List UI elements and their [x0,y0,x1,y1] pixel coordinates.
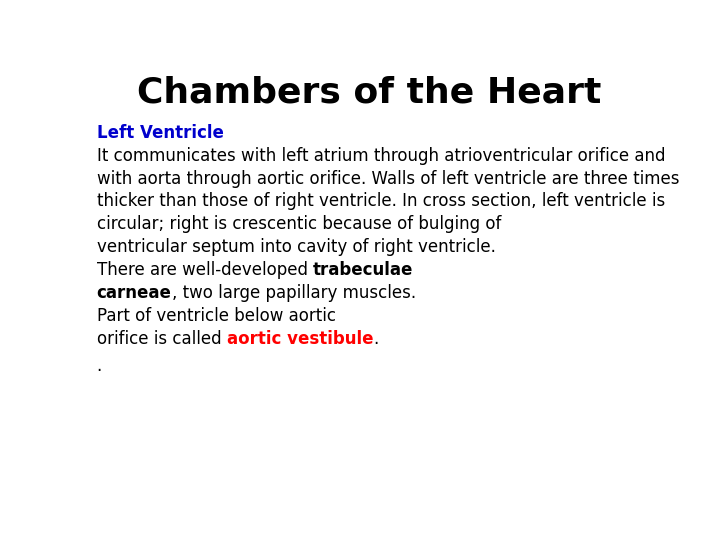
Text: circular; right is crescentic because of bulging of: circular; right is crescentic because of… [96,215,501,233]
Text: aortic vestibule: aortic vestibule [227,329,373,348]
Text: It communicates with left atrium through atrioventricular orifice and: It communicates with left atrium through… [96,147,665,165]
Text: with aorta through aortic orifice. Walls of left ventricle are three times: with aorta through aortic orifice. Walls… [96,170,679,187]
Text: ventricular septum into cavity of right ventricle.: ventricular septum into cavity of right … [96,238,495,256]
Text: , two large papillary muscles.: , two large papillary muscles. [171,284,415,302]
Text: Part of ventricle below aortic: Part of ventricle below aortic [96,307,336,325]
Text: orifice is called: orifice is called [96,329,227,348]
Text: .: . [96,357,102,375]
Text: carneae: carneae [96,284,171,302]
Text: trabeculae: trabeculae [313,261,413,279]
Text: There are well-developed: There are well-developed [96,261,313,279]
Text: Chambers of the Heart: Chambers of the Heart [137,75,601,109]
Text: thicker than those of right ventricle. In cross section, left ventricle is: thicker than those of right ventricle. I… [96,192,665,211]
Text: .: . [373,329,378,348]
Text: Left Ventricle: Left Ventricle [96,124,224,142]
